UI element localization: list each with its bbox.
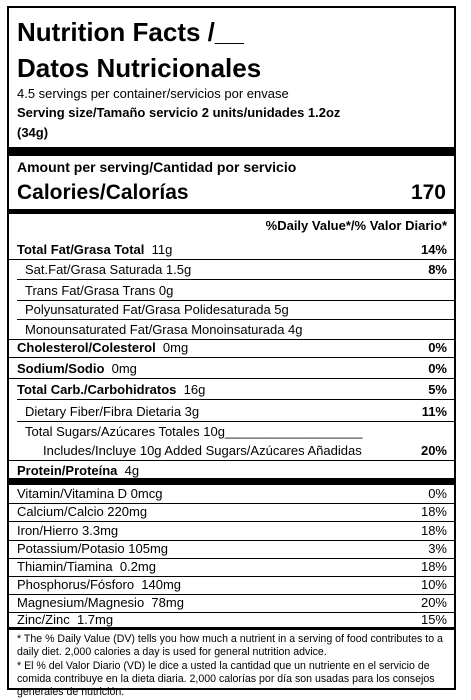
servings-per-container: 4.5 servings per container/servicios por… bbox=[17, 86, 289, 101]
divider bbox=[17, 399, 454, 400]
vitamin-row: Potassium/Potasio 105mg 3% bbox=[9, 540, 454, 558]
divider bbox=[9, 576, 454, 577]
cholesterol-label: Cholesterol/Colesterol 0mg bbox=[17, 340, 189, 355]
divider bbox=[9, 259, 454, 260]
thick-rule-top bbox=[9, 147, 454, 156]
added-sugars-label: Includes/Incluye 10g Added Sugars/Azúcar… bbox=[43, 443, 362, 458]
nutrition-facts-panel: Nutrition Facts /__ Datos Nutricionales … bbox=[7, 6, 456, 698]
calories-label: Calories/Calorías bbox=[17, 181, 189, 204]
total-sugars-label: Total Sugars/Azúcares Totales 10g_______… bbox=[25, 424, 363, 439]
vitamin-row: Iron/Hierro 3.3mg 18% bbox=[9, 522, 454, 540]
calories-value: 170 bbox=[410, 181, 446, 204]
rule-footnote bbox=[9, 627, 454, 630]
vitamin-row: Phosphorus/Fósforo 140mg 10% bbox=[9, 576, 454, 594]
divider bbox=[9, 612, 454, 613]
divider bbox=[9, 540, 454, 541]
divider bbox=[9, 339, 454, 340]
sodium-daily-value: 0% bbox=[428, 361, 447, 376]
vitamin-daily-value: 18% bbox=[420, 559, 447, 574]
footnote-spanish: * El % del Valor Diario (VD) le dice a u… bbox=[17, 660, 435, 699]
divider bbox=[9, 558, 454, 559]
divider bbox=[9, 357, 454, 358]
divider bbox=[17, 279, 454, 280]
added-sugars-daily-value: 20% bbox=[420, 443, 447, 458]
total-fat-label: Total Fat/Grasa Total 11g bbox=[17, 242, 173, 257]
total-fat-amount: 11g bbox=[144, 242, 173, 257]
polyunsaturated-fat-label: Polyunsaturated Fat/Grasa Polidesaturada… bbox=[25, 302, 289, 317]
vitamin-row: Thiamin/Tiamina 0.2mg 18% bbox=[9, 558, 454, 576]
vitamin-daily-value: 3% bbox=[428, 541, 447, 556]
medium-rule bbox=[9, 209, 454, 214]
sodium-amount: 0mg bbox=[104, 361, 137, 376]
nutrient-row-sodium: Sodium/Sodio 0mg 0% bbox=[9, 359, 454, 379]
protein-amount: 4g bbox=[117, 463, 140, 478]
vitamin-label: Vitamin/Vitamina D 0mcg bbox=[17, 486, 163, 501]
vitamin-daily-value: 15% bbox=[420, 612, 447, 627]
nutrient-row-total-fat: Total Fat/Grasa Total 11g 14% bbox=[9, 240, 454, 260]
divider bbox=[17, 421, 454, 422]
dietary-fiber-label: Dietary Fiber/Fibra Dietaria 3g bbox=[25, 404, 200, 419]
saturated-fat-label: Sat.Fat/Grasa Saturada 1.5g bbox=[25, 262, 192, 277]
vitamin-label: Iron/Hierro 3.3mg bbox=[17, 523, 119, 538]
vitamin-daily-value: 18% bbox=[420, 504, 447, 519]
divider bbox=[9, 378, 454, 379]
nutrient-row-monounsaturated-fat: Monounsaturated Fat/Grasa Monoinsaturada… bbox=[9, 320, 454, 340]
nutrient-row-protein: Protein/Proteína 4g bbox=[9, 461, 454, 481]
vitamin-row: Zinc/Zinc 1.7mg 15% bbox=[9, 611, 454, 629]
total-carbohydrate-label: Total Carb./Carbohidratos 16g bbox=[17, 382, 206, 397]
nutrient-row-saturated-fat: Sat.Fat/Grasa Saturada 1.5g 8% bbox=[9, 260, 454, 280]
total-carbohydrate-daily-value: 5% bbox=[428, 382, 447, 397]
title-english: Nutrition Facts /__ bbox=[17, 17, 244, 47]
vitamin-daily-value: 20% bbox=[420, 595, 447, 610]
cholesterol-daily-value: 0% bbox=[428, 340, 447, 355]
serving-size-grams: (34g) bbox=[17, 125, 49, 140]
divider bbox=[9, 460, 454, 461]
nutrient-row-added-sugars: Includes/Incluye 10g Added Sugars/Azúcar… bbox=[9, 441, 454, 461]
divider bbox=[9, 503, 454, 504]
vitamin-daily-value: 10% bbox=[420, 577, 447, 592]
nutrient-row-total-sugars: Total Sugars/Azúcares Totales 10g_______… bbox=[9, 422, 454, 442]
vitamin-label: Phosphorus/Fósforo 140mg bbox=[17, 577, 182, 592]
vitamin-label: Thiamin/Tiamina 0.2mg bbox=[17, 559, 156, 574]
amount-per-serving: Amount per serving/Cantidad por servicio bbox=[17, 159, 297, 175]
divider bbox=[9, 594, 454, 595]
saturated-fat-daily-value: 8% bbox=[428, 262, 447, 277]
vitamin-label: Calcium/Calcio 220mg bbox=[17, 504, 148, 519]
divider bbox=[17, 319, 454, 320]
dietary-fiber-daily-value: 11% bbox=[421, 404, 447, 419]
vitamin-label: Zinc/Zinc 1.7mg bbox=[17, 612, 114, 627]
vitamin-daily-value: 0% bbox=[428, 486, 447, 501]
monounsaturated-fat-label: Monounsaturated Fat/Grasa Monoinsaturada… bbox=[25, 322, 303, 337]
nutrient-row-polyunsaturated-fat: Polyunsaturated Fat/Grasa Polidesaturada… bbox=[9, 300, 454, 320]
nutrient-row-cholesterol: Cholesterol/Colesterol 0mg 0% bbox=[9, 338, 454, 358]
vitamin-label: Potassium/Potasio 105mg bbox=[17, 541, 169, 556]
total-carbohydrate-amount: 16g bbox=[176, 382, 206, 397]
vitamin-row: Magnesium/Magnesio 78mg 20% bbox=[9, 594, 454, 612]
title-spanish: Datos Nutricionales bbox=[17, 53, 262, 83]
serving-size: Serving size/Tamaño servicio 2 units/uni… bbox=[17, 105, 341, 120]
cholesterol-amount: 0mg bbox=[155, 340, 189, 355]
footnote-english: * The % Daily Value (DV) tells you how m… bbox=[17, 633, 443, 659]
protein-label: Protein/Proteína 4g bbox=[17, 463, 140, 478]
nutrient-row-total-carbohydrate: Total Carb./Carbohidratos 16g 5% bbox=[9, 380, 454, 400]
vitamin-row: Vitamin/Vitamina D 0mcg 0% bbox=[9, 485, 454, 503]
nutrient-row-dietary-fiber: Dietary Fiber/Fibra Dietaria 3g 11% bbox=[9, 402, 454, 422]
divider bbox=[9, 521, 454, 522]
trans-fat-label: Trans Fat/Grasa Trans 0g bbox=[25, 283, 174, 298]
vitamin-label: Magnesium/Magnesio 78mg bbox=[17, 595, 184, 610]
sodium-label: Sodium/Sodio 0mg bbox=[17, 361, 137, 376]
divider bbox=[17, 300, 454, 301]
total-fat-daily-value: 14% bbox=[420, 242, 447, 257]
nutrient-row-trans-fat: Trans Fat/Grasa Trans 0g bbox=[9, 281, 454, 301]
thick-rule-vitamins bbox=[9, 478, 454, 485]
daily-value-header: %Daily Value*/% Valor Diario* bbox=[265, 218, 447, 233]
vitamin-daily-value: 18% bbox=[420, 523, 447, 538]
vitamin-row: Calcium/Calcio 220mg 18% bbox=[9, 503, 454, 521]
